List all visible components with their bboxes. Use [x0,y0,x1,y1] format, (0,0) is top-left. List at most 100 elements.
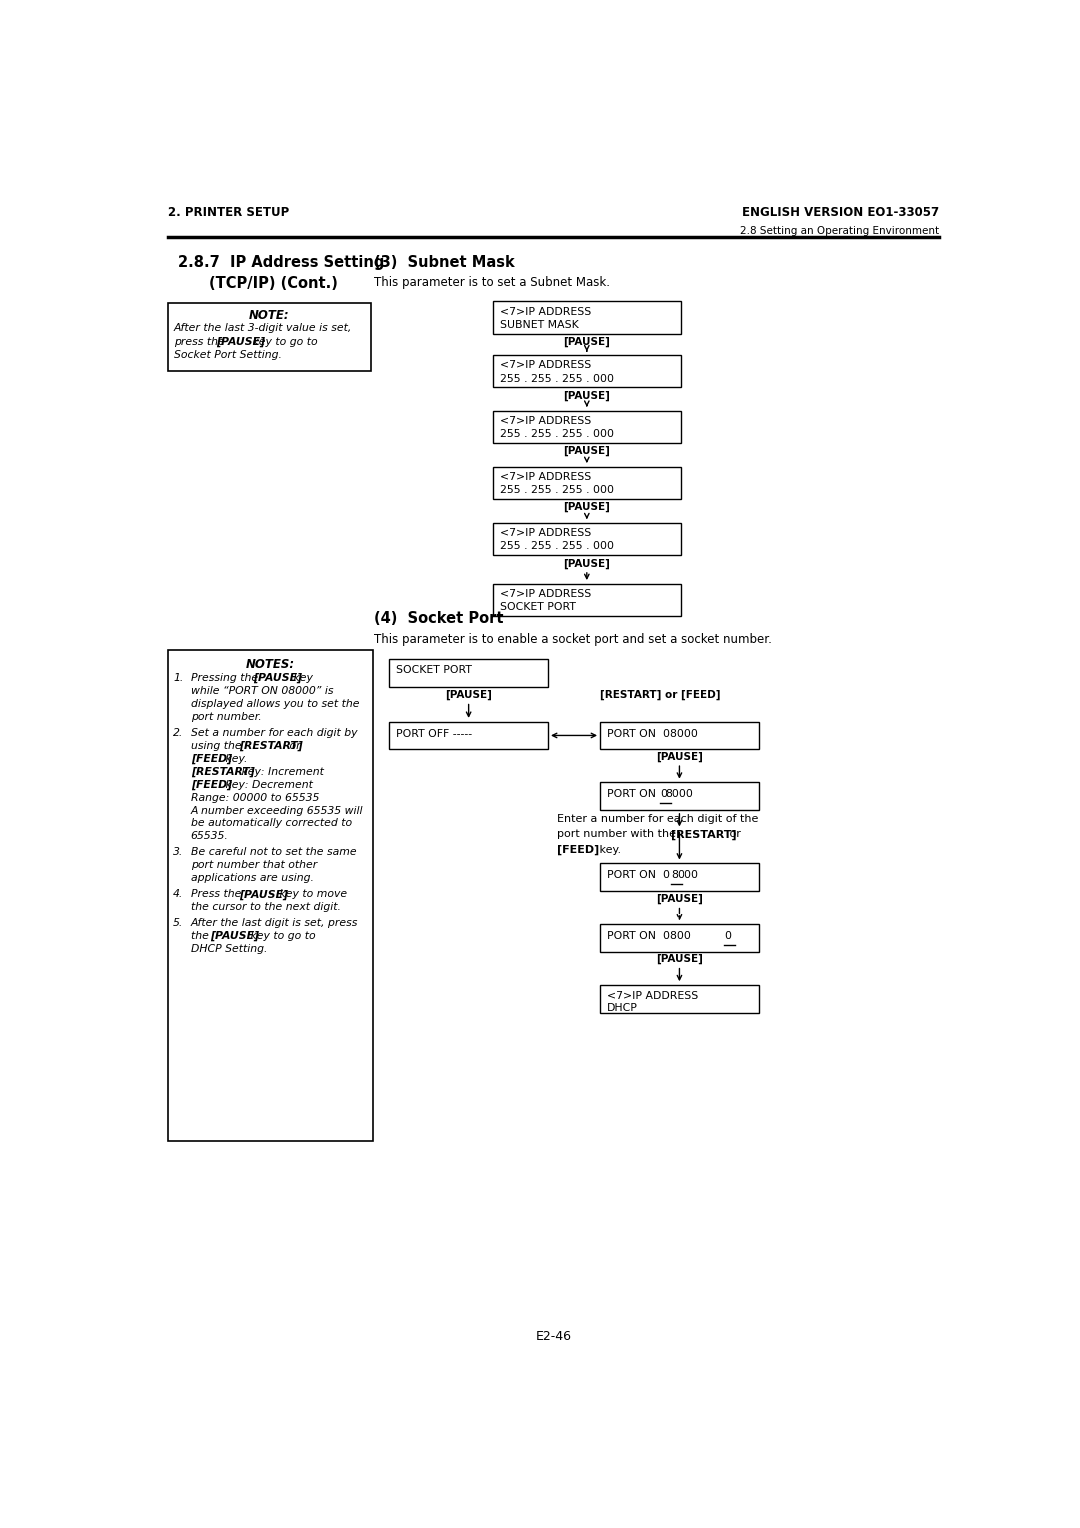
Text: [PAUSE]: [PAUSE] [210,931,259,941]
Text: <7>IP ADDRESS: <7>IP ADDRESS [500,307,591,316]
FancyBboxPatch shape [494,301,680,333]
Text: 255 . 255 . 255 . 000: 255 . 255 . 255 . 000 [500,373,615,384]
Text: 2.: 2. [173,727,184,738]
Text: the cursor to the next digit.: the cursor to the next digit. [191,902,341,912]
Text: or: or [286,741,301,750]
Text: [FEED]: [FEED] [191,753,232,764]
Text: <7>IP ADDRESS: <7>IP ADDRESS [500,529,591,538]
Text: [PAUSE]: [PAUSE] [564,558,610,568]
Text: applications are using.: applications are using. [191,874,314,883]
Text: port number.: port number. [191,712,261,721]
Text: [PAUSE]: [PAUSE] [656,894,703,903]
Text: using the: using the [191,741,245,750]
Text: This parameter is to enable a socket port and set a socket number.: This parameter is to enable a socket por… [374,633,771,646]
Text: This parameter is to set a Subnet Mask.: This parameter is to set a Subnet Mask. [374,275,610,289]
Text: 0: 0 [661,790,667,799]
Text: [PAUSE]: [PAUSE] [564,446,610,457]
Text: displayed allows you to set the: displayed allows you to set the [191,698,360,709]
FancyBboxPatch shape [167,304,370,371]
Text: <7>IP ADDRESS: <7>IP ADDRESS [500,590,591,599]
Text: 255 . 255 . 255 . 000: 255 . 255 . 255 . 000 [500,486,615,495]
Text: 8000: 8000 [665,790,693,799]
Text: [PAUSE]: [PAUSE] [216,336,266,347]
Text: Press the: Press the [191,889,245,900]
FancyBboxPatch shape [494,354,680,388]
Text: key to move: key to move [275,889,347,900]
Text: key: key [291,672,313,683]
Text: ENGLISH VERSION EO1-33057: ENGLISH VERSION EO1-33057 [742,206,940,220]
Text: <7>IP ADDRESS: <7>IP ADDRESS [500,472,591,483]
Text: DHCP Setting.: DHCP Setting. [191,944,268,953]
Text: After the last 3-digit value is set,: After the last 3-digit value is set, [174,322,352,333]
FancyBboxPatch shape [600,782,759,810]
Text: [PAUSE]: [PAUSE] [656,953,703,964]
Text: Set a number for each digit by: Set a number for each digit by [191,727,357,738]
Text: <7>IP ADDRESS: <7>IP ADDRESS [500,361,591,370]
Text: 4.: 4. [173,889,184,900]
Text: [PAUSE]: [PAUSE] [445,689,492,700]
FancyBboxPatch shape [600,863,759,891]
Text: while “PORT ON 08000” is: while “PORT ON 08000” is [191,686,334,697]
Text: 2.8 Setting an Operating Environment: 2.8 Setting an Operating Environment [740,226,940,235]
Text: key to go to: key to go to [248,336,318,347]
Text: key: Decrement: key: Decrement [222,779,313,790]
Text: Range: 00000 to 65535: Range: 00000 to 65535 [191,793,320,802]
Text: PORT ON  0: PORT ON 0 [607,871,670,880]
FancyBboxPatch shape [389,721,548,749]
Text: PORT ON: PORT ON [607,790,663,799]
Text: DHCP: DHCP [607,1004,638,1013]
Text: NOTES:: NOTES: [245,657,295,671]
Text: port number that other: port number that other [191,860,318,871]
Text: 2. PRINTER SETUP: 2. PRINTER SETUP [167,206,288,220]
FancyBboxPatch shape [389,659,548,688]
Text: (3)  Subnet Mask: (3) Subnet Mask [374,255,514,270]
Text: [PAUSE]: [PAUSE] [564,336,610,347]
FancyBboxPatch shape [167,649,373,1141]
Text: Enter a number for each digit of the: Enter a number for each digit of the [557,814,759,824]
Text: 8: 8 [672,871,678,880]
FancyBboxPatch shape [494,411,680,443]
Text: key.: key. [596,845,621,854]
Text: [FEED]: [FEED] [557,845,599,856]
Text: or: or [727,830,741,839]
Text: 0: 0 [724,931,731,941]
Text: Pressing the: Pressing the [191,672,261,683]
Text: [PAUSE]: [PAUSE] [564,503,610,512]
Text: 000: 000 [677,871,699,880]
Text: (4)  Socket Port: (4) Socket Port [374,611,503,626]
FancyBboxPatch shape [600,986,759,1013]
Text: A number exceeding 65535 will: A number exceeding 65535 will [191,805,363,816]
Text: Socket Port Setting.: Socket Port Setting. [174,350,282,361]
Text: [PAUSE]: [PAUSE] [254,672,302,683]
Text: 255 . 255 . 255 . 000: 255 . 255 . 255 . 000 [500,429,615,439]
Text: 1.: 1. [173,672,184,683]
Text: 255 . 255 . 255 . 000: 255 . 255 . 255 . 000 [500,541,615,552]
Text: [FEED]: [FEED] [191,779,232,790]
FancyBboxPatch shape [494,523,680,555]
Text: SOCKET PORT: SOCKET PORT [500,602,576,613]
Text: PORT ON  08000: PORT ON 08000 [607,729,698,738]
Text: [RESTART]: [RESTART] [239,741,302,752]
Text: SOCKET PORT: SOCKET PORT [396,665,472,675]
Text: [PAUSE]: [PAUSE] [656,752,703,762]
Text: Be careful not to set the same: Be careful not to set the same [191,848,356,857]
Text: 65535.: 65535. [191,831,229,842]
Text: 2.8.7  IP Address Setting: 2.8.7 IP Address Setting [177,255,384,270]
Text: key: Increment: key: Increment [239,767,324,776]
Text: [PAUSE]: [PAUSE] [564,391,610,400]
Text: key.: key. [222,753,248,764]
Text: PORT OFF -----: PORT OFF ----- [396,729,472,738]
Text: port number with the: port number with the [557,830,680,839]
Text: (TCP/IP) (Cont.): (TCP/IP) (Cont.) [208,275,337,290]
Text: PORT ON  0800: PORT ON 0800 [607,931,691,941]
Text: After the last digit is set, press: After the last digit is set, press [191,918,359,927]
Text: 5.: 5. [173,918,184,927]
Text: the: the [191,931,212,941]
Text: <7>IP ADDRESS: <7>IP ADDRESS [607,992,699,1001]
Text: SUBNET MASK: SUBNET MASK [500,319,579,330]
Text: key to go to: key to go to [247,931,315,941]
Text: 3.: 3. [173,848,184,857]
FancyBboxPatch shape [494,466,680,500]
FancyBboxPatch shape [494,584,680,616]
Text: press the: press the [174,336,228,347]
